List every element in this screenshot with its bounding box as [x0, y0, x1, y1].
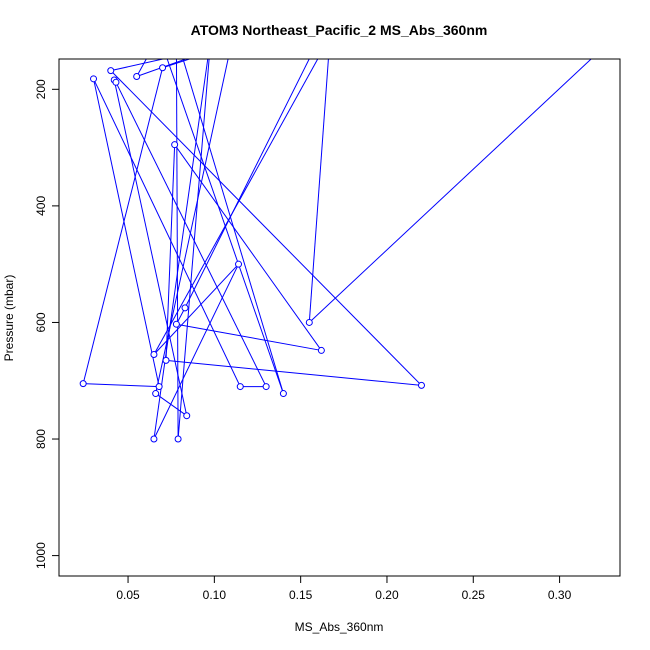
series-points: [79, 64, 425, 443]
y-axis: 200 400 600 800 1000: [34, 79, 60, 569]
x-tick-label: 0.15: [289, 588, 313, 602]
series-line-segment: [82, 67, 164, 384]
x-tick-label: 0.25: [462, 588, 486, 602]
x-axis-label: MS_Abs_360nm: [295, 620, 384, 634]
data-point: [152, 390, 160, 398]
data-point: [317, 346, 325, 354]
data-point: [107, 67, 115, 75]
data-point: [133, 72, 141, 80]
data-point: [79, 380, 87, 388]
data-point: [150, 351, 158, 359]
chart-title: ATOM3 Northeast_Pacific_2 MS_Abs_360nm: [191, 22, 488, 38]
series-line-segment: [93, 78, 160, 387]
data-point: [183, 412, 191, 420]
x-tick-label: 0.30: [548, 588, 572, 602]
x-tick-label: 0.05: [116, 588, 140, 602]
series-line-segment: [93, 78, 241, 387]
series-line-segment: [176, 323, 322, 351]
data-point: [150, 435, 158, 443]
data-point: [262, 383, 270, 391]
data-point: [236, 383, 244, 391]
series-line-segment: [110, 59, 166, 72]
data-point: [305, 318, 313, 326]
y-tick-label: 600: [34, 312, 48, 332]
x-axis: 0.05 0.10 0.15 0.20 0.25 0.30: [116, 575, 572, 602]
x-tick-label: 0.10: [203, 588, 227, 602]
series-line-segment: [110, 70, 422, 386]
data-point: [174, 435, 182, 443]
y-tick-label: 800: [34, 429, 48, 449]
data-point: [417, 381, 425, 389]
series-line-segment: [83, 383, 160, 388]
series-line-segment: [174, 144, 322, 351]
series-line-segment: [153, 263, 239, 440]
series-line-segment: [308, 59, 592, 323]
data-point: [112, 78, 120, 86]
series-line-segment: [184, 59, 310, 309]
series-line-segment: [165, 144, 176, 361]
series-line-segment: [175, 59, 179, 440]
series-line-segment: [165, 359, 422, 386]
series-line-segment: [182, 59, 284, 394]
data-point: [90, 75, 98, 83]
data-point: [159, 64, 167, 72]
series-line-segment: [136, 59, 147, 77]
series-line-segment: [113, 79, 188, 416]
x-tick-label: 0.20: [375, 588, 399, 602]
data-point: [172, 320, 180, 328]
series-line-segment: [162, 59, 192, 69]
data-point: [181, 304, 189, 312]
data-point: [235, 260, 243, 268]
data-point: [171, 141, 179, 149]
data-point: [162, 356, 170, 364]
series-line-segment: [177, 59, 210, 440]
series-line-segment: [155, 393, 188, 417]
y-axis-label: Pressure (mbar): [2, 275, 16, 362]
data-point: [279, 390, 287, 398]
data-point: [155, 383, 163, 391]
series-line-segment: [153, 59, 319, 355]
y-tick-label: 1000: [34, 542, 48, 569]
y-tick-label: 200: [34, 79, 48, 99]
series-line-segment: [166, 59, 284, 394]
series-lines: [82, 59, 592, 440]
series-line-segment: [136, 59, 188, 77]
series-line-segment: [155, 59, 229, 394]
series-line-segment: [153, 59, 209, 440]
y-tick-label: 400: [34, 196, 48, 216]
